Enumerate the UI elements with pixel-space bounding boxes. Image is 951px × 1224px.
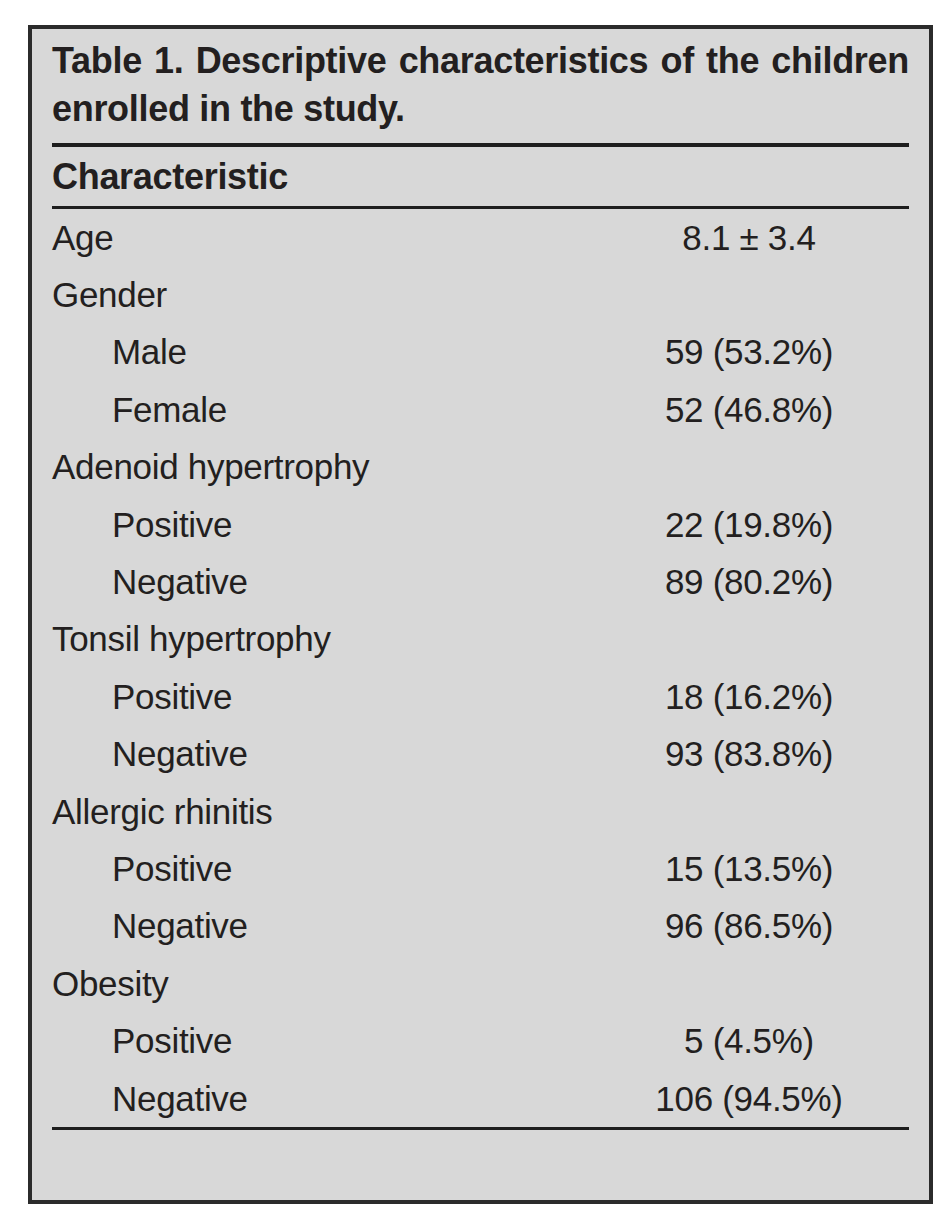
row-label: Obesity — [52, 964, 589, 1004]
table-row: Negative 89 (80.2%) — [52, 553, 909, 610]
row-value: 96 (86.5%) — [589, 906, 909, 946]
table-row: Positive 18 (16.2%) — [52, 668, 909, 725]
table-row: Age 8.1 ± 3.4 — [52, 209, 909, 266]
row-value: 52 (46.8%) — [589, 390, 909, 430]
divider-bottom-rule — [52, 1127, 909, 1130]
table-row: Gender — [52, 266, 909, 323]
row-label: Positive — [52, 849, 589, 889]
row-value: 22 (19.8%) — [589, 505, 909, 545]
table-title: Table 1. Descriptive characteristics of … — [52, 37, 909, 133]
row-label: Positive — [52, 1021, 589, 1061]
table-title-line2: enrolled in the study. — [52, 85, 909, 133]
table-row: Male 59 (53.2%) — [52, 324, 909, 381]
table-row: Allergic rhinitis — [52, 783, 909, 840]
table-row: Positive 15 (13.5%) — [52, 840, 909, 897]
row-label: Negative — [52, 562, 589, 602]
table-rows: Age 8.1 ± 3.4 Gender Male 59 (53.2%) Fem… — [52, 209, 909, 1127]
row-label: Negative — [52, 734, 589, 774]
row-value: 8.1 ± 3.4 — [589, 218, 909, 258]
row-label: Tonsil hypertrophy — [52, 619, 589, 659]
row-value: 93 (83.8%) — [589, 734, 909, 774]
row-label: Negative — [52, 1079, 589, 1119]
row-value: 15 (13.5%) — [589, 849, 909, 889]
row-value: 106 (94.5%) — [589, 1079, 909, 1119]
table-row: Obesity — [52, 955, 909, 1012]
row-label: Female — [52, 390, 589, 430]
column-header: Characteristic — [52, 147, 909, 206]
table-panel: Table 1. Descriptive characteristics of … — [28, 25, 933, 1204]
row-label: Male — [52, 332, 589, 372]
row-value: 18 (16.2%) — [589, 677, 909, 717]
table-row: Positive 22 (19.8%) — [52, 496, 909, 553]
row-label: Age — [52, 218, 589, 258]
row-value: 59 (53.2%) — [589, 332, 909, 372]
table-title-line1: Table 1. Descriptive characteristics of … — [52, 37, 909, 85]
row-label: Adenoid hypertrophy — [52, 447, 589, 487]
row-value: 5 (4.5%) — [589, 1021, 909, 1061]
table-row: Adenoid hypertrophy — [52, 439, 909, 496]
row-label: Gender — [52, 275, 589, 315]
table-row: Negative 96 (86.5%) — [52, 898, 909, 955]
table-content: Table 1. Descriptive characteristics of … — [52, 37, 909, 1130]
row-label: Positive — [52, 505, 589, 545]
row-value: 89 (80.2%) — [589, 562, 909, 602]
table-row: Negative 106 (94.5%) — [52, 1070, 909, 1127]
row-label: Negative — [52, 906, 589, 946]
table-row: Tonsil hypertrophy — [52, 611, 909, 668]
row-label: Positive — [52, 677, 589, 717]
page: Table 1. Descriptive characteristics of … — [0, 0, 951, 1224]
row-label: Allergic rhinitis — [52, 792, 589, 832]
table-row: Negative 93 (83.8%) — [52, 726, 909, 783]
table-row: Positive 5 (4.5%) — [52, 1012, 909, 1069]
table-row: Female 52 (46.8%) — [52, 381, 909, 438]
